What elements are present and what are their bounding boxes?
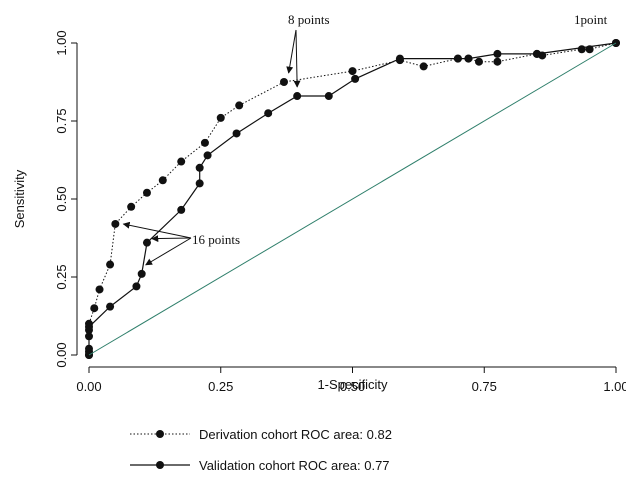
derivation-point xyxy=(142,188,151,197)
derivation-point xyxy=(127,202,136,211)
reference-diagonal-line xyxy=(88,42,617,356)
validation-point xyxy=(464,54,473,63)
derivation-point xyxy=(177,157,186,166)
derivation-point xyxy=(279,78,288,86)
legend-label-derivation: Derivation cohort ROC area: 0.82 xyxy=(199,427,392,442)
validation-point xyxy=(85,322,93,331)
validation-point xyxy=(132,282,141,291)
x-tick-label: 0.00 xyxy=(76,379,101,394)
arrow-16-points-validation-low xyxy=(145,237,192,266)
annotation-1-point: 1point xyxy=(574,12,608,27)
legend-marker-derivation xyxy=(156,430,164,438)
arrow-8-points-validation xyxy=(293,29,301,88)
validation-point xyxy=(142,238,151,247)
validation-point xyxy=(195,163,204,172)
derivation-point xyxy=(111,219,120,228)
validation-point xyxy=(324,92,333,101)
x-tick-label: 0.25 xyxy=(208,379,233,394)
x-axis-title: 1-Specificity xyxy=(317,377,388,392)
x-tick-label: 1.00 xyxy=(603,379,626,394)
validation-point xyxy=(351,74,360,83)
validation-point xyxy=(493,49,502,58)
validation-point xyxy=(203,151,212,160)
derivation-point xyxy=(235,101,244,110)
validation-point xyxy=(453,54,462,63)
derivation-point xyxy=(200,138,209,147)
validation-point xyxy=(532,49,541,58)
derivation-point xyxy=(158,176,167,185)
arrow-16-points-validation xyxy=(151,235,192,243)
y-tick-label: 0.75 xyxy=(54,108,69,133)
arrow-8-points-derivation xyxy=(286,29,297,74)
validation-point xyxy=(195,179,204,188)
derivation-point xyxy=(493,57,502,66)
derivation-point xyxy=(216,113,225,122)
y-tick-label: 0.50 xyxy=(54,186,69,211)
derivation-point xyxy=(348,67,357,76)
derivation-point xyxy=(95,285,104,294)
derivation-point xyxy=(419,62,428,71)
validation-point xyxy=(106,302,115,311)
derivation-point xyxy=(577,45,586,54)
annotation-8-points: 8 points xyxy=(288,12,330,27)
y-tick-label: 1.00 xyxy=(54,30,69,55)
arrow-16-points-derivation xyxy=(122,221,192,239)
validation-point xyxy=(232,129,241,138)
validation-point xyxy=(137,269,146,278)
legend-marker-validation xyxy=(156,461,164,469)
validation-point xyxy=(395,54,404,63)
derivation-point xyxy=(90,304,99,313)
validation-point xyxy=(177,205,186,214)
y-axis-title: Sensitivity xyxy=(12,169,27,228)
derivation-point xyxy=(106,260,115,269)
y-tick-label: 0.00 xyxy=(54,342,69,367)
y-tick-label: 0.25 xyxy=(54,264,69,289)
annotation-16-points: 16 points xyxy=(192,232,240,247)
x-tick-label: 0.50 xyxy=(340,379,365,394)
x-tick-label: 0.75 xyxy=(472,379,497,394)
derivation-point xyxy=(474,57,483,66)
legend-label-validation: Validation cohort ROC area: 0.77 xyxy=(199,458,390,473)
validation-point xyxy=(264,109,273,118)
validation-point xyxy=(293,92,302,101)
derivation-roc-line xyxy=(88,42,617,355)
